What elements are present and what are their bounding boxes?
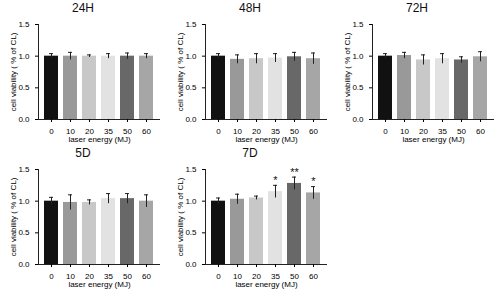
svg-text:laser energy (MJ): laser energy (MJ)	[235, 135, 298, 144]
svg-text:0.5: 0.5	[185, 228, 197, 237]
svg-text:1.5: 1.5	[18, 165, 30, 174]
svg-text:50: 50	[290, 127, 299, 137]
svg-text:laser energy (MJ): laser energy (MJ)	[235, 280, 298, 289]
svg-text:1.0: 1.0	[18, 52, 30, 61]
svg-text:35: 35	[271, 272, 280, 282]
svg-text:0.5: 0.5	[18, 228, 30, 237]
svg-text:1.5: 1.5	[352, 20, 364, 29]
svg-text:50: 50	[457, 127, 466, 137]
svg-text:20: 20	[252, 272, 261, 282]
html-text:5D: 5D	[75, 146, 91, 160]
svg-text:50: 50	[123, 272, 132, 282]
svg-text:0: 0	[49, 272, 54, 281]
svg-text:0.0: 0.0	[185, 115, 197, 124]
svg-text:0.5: 0.5	[185, 83, 197, 92]
svg-text:cell viability ( % of CL): cell viability ( % of CL)	[176, 32, 185, 111]
svg-text:20: 20	[419, 127, 428, 137]
svg-text:10: 10	[233, 127, 242, 137]
html-text:48H: 48H	[239, 1, 261, 15]
svg-text:60: 60	[476, 127, 485, 136]
svg-text:laser energy (MJ): laser energy (MJ)	[68, 135, 131, 144]
svg-text:35: 35	[271, 127, 280, 137]
svg-text:10: 10	[66, 127, 75, 137]
svg-text:35: 35	[104, 272, 113, 282]
svg-text:10: 10	[233, 272, 242, 282]
svg-text:0.0: 0.0	[18, 260, 30, 269]
svg-text:laser energy (MJ): laser energy (MJ)	[68, 280, 131, 289]
svg-text:1.5: 1.5	[18, 20, 30, 29]
svg-text:1.0: 1.0	[18, 197, 30, 206]
svg-text:1.0: 1.0	[352, 52, 364, 61]
svg-text:0: 0	[216, 127, 221, 136]
svg-text:0: 0	[383, 127, 388, 136]
html-text:24H: 24H	[72, 1, 94, 15]
svg-text:60: 60	[309, 127, 318, 136]
svg-text:cell viability ( % of CL): cell viability ( % of CL)	[9, 32, 18, 111]
svg-text:35: 35	[438, 127, 447, 137]
svg-text:10: 10	[400, 127, 409, 137]
svg-text:0: 0	[49, 127, 54, 136]
svg-text:cell viability ( % of CL): cell viability ( % of CL)	[343, 32, 352, 111]
svg-text:**: **	[290, 166, 299, 178]
svg-text:0.0: 0.0	[18, 115, 30, 124]
svg-text:0.0: 0.0	[352, 115, 364, 124]
svg-text:*: *	[311, 175, 316, 187]
svg-text:60: 60	[142, 272, 151, 281]
svg-text:60: 60	[142, 127, 151, 136]
svg-text:0.0: 0.0	[185, 260, 197, 269]
svg-text:cell viability ( % of CL): cell viability ( % of CL)	[176, 177, 185, 256]
svg-text:10: 10	[66, 272, 75, 282]
svg-text:*: *	[273, 174, 278, 186]
svg-text:1.5: 1.5	[185, 165, 197, 174]
svg-text:20: 20	[252, 127, 261, 137]
svg-text:cell viability ( % of CL): cell viability ( % of CL)	[9, 177, 18, 256]
svg-text:0.5: 0.5	[352, 83, 364, 92]
svg-text:50: 50	[290, 272, 299, 282]
svg-text:20: 20	[85, 272, 94, 282]
svg-text:1.0: 1.0	[185, 52, 197, 61]
svg-text:35: 35	[104, 127, 113, 137]
svg-text:50: 50	[123, 127, 132, 137]
svg-text:laser energy (MJ): laser energy (MJ)	[402, 135, 465, 144]
svg-text:0.5: 0.5	[18, 83, 30, 92]
svg-text:0: 0	[216, 272, 221, 281]
svg-text:1.0: 1.0	[185, 197, 197, 206]
html-text:7D: 7D	[242, 146, 258, 160]
svg-text:20: 20	[85, 127, 94, 137]
html-text:72H: 72H	[406, 1, 428, 15]
svg-text:1.5: 1.5	[185, 20, 197, 29]
svg-text:60: 60	[309, 272, 318, 281]
